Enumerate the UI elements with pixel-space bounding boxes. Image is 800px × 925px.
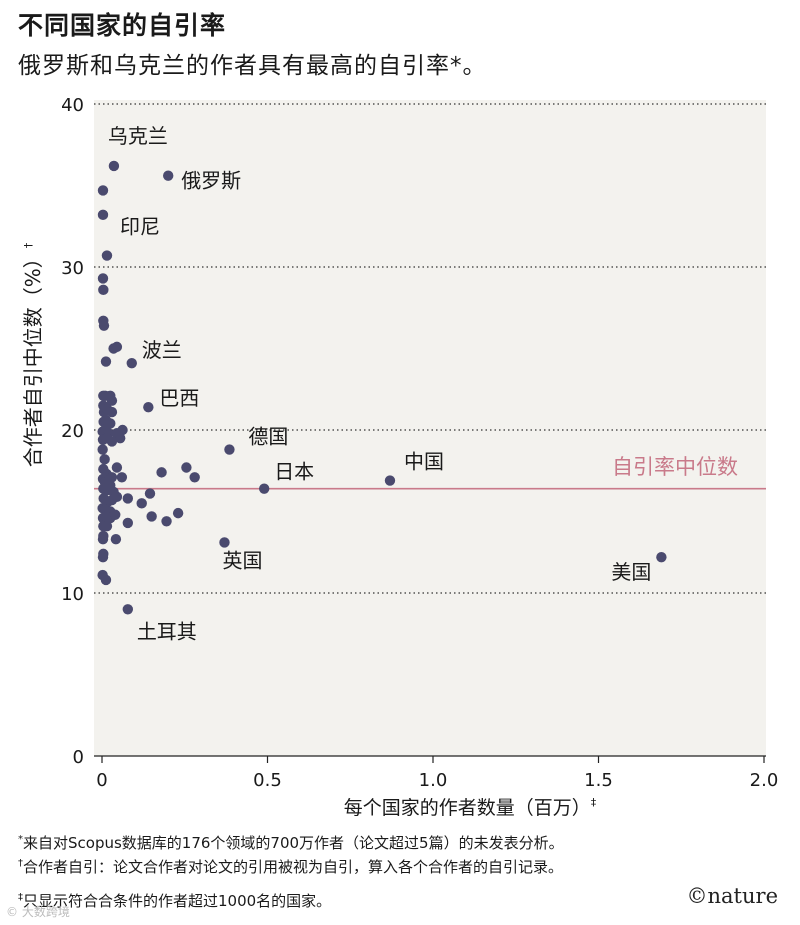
footnote-2-text: 合作者自引：论文合作者对论文的引用被视为自引，算入各个合作者的自引记录。 (23, 858, 564, 876)
footnote-1-text: 来自对Scopus数据库的176个领域的700万作者（论文超过5篇）的未发表分析… (23, 834, 564, 852)
y-tick-label: 40 (61, 95, 84, 116)
data-point (111, 491, 123, 503)
data-point-labeled (143, 401, 154, 413)
country-labels: 乌克兰俄罗斯印尼波兰巴西德国日本 中国英国美国土耳其 (108, 124, 651, 643)
data-point-labeled (108, 160, 120, 172)
footnote-3-mark: ‡ (18, 892, 23, 903)
data-point (106, 395, 118, 406)
data-point-labeled (224, 444, 235, 455)
data-point (100, 574, 112, 586)
x-tick-label: 0 (96, 770, 107, 791)
footnote-2: †合作者自引：论文合作者对论文的引用被视为自引，算入各个合作者的自引记录。 (18, 856, 563, 877)
data-point (98, 320, 110, 331)
data-point-labeled (163, 170, 174, 181)
nature-logo: ©nature (686, 884, 778, 908)
x-axis-label: 每个国家的作者数量（百万）‡ (344, 796, 597, 819)
data-point (115, 432, 126, 444)
y-tick-label: 10 (61, 584, 84, 605)
footnote-3: ‡只显示符合合条件的作者超过1000名的国家。 (18, 890, 331, 911)
data-point (116, 472, 128, 483)
data-point (161, 516, 172, 527)
data-point (106, 436, 118, 447)
country-label: 英国 (222, 548, 262, 572)
data-point (189, 472, 200, 483)
footnote-3-text: 只显示符合合条件的作者超过1000名的国家。 (23, 892, 332, 910)
data-point (101, 520, 113, 532)
data-point (110, 534, 122, 545)
data-point (122, 493, 134, 504)
data-point (99, 454, 110, 465)
data-point-labeled (126, 357, 137, 369)
footnote-1-mark: * (18, 834, 23, 845)
data-point (97, 551, 109, 563)
data-point (117, 424, 128, 436)
country-label: 日本 (274, 460, 314, 484)
country-label: 波兰 (142, 338, 182, 362)
data-point (98, 284, 109, 296)
country-label: 德国 (248, 425, 288, 449)
data-point-labeled (258, 483, 270, 494)
data-point (97, 273, 109, 284)
country-label: 乌克兰 (108, 124, 168, 148)
chart-subtitle: 俄罗斯和乌克兰的作者具有最高的自引率*。 (18, 53, 487, 79)
data-point (100, 356, 112, 367)
data-point (97, 185, 109, 196)
data-point (136, 498, 147, 509)
data-point (122, 517, 134, 529)
x-tick-label: 2.0 (750, 770, 779, 791)
data-point (146, 511, 157, 522)
watermark: © 大数跨境 (6, 905, 70, 919)
median-label: 自引率中位数 (612, 455, 738, 479)
country-label: 印尼 (120, 215, 160, 239)
footnote-2-mark: † (18, 858, 23, 869)
data-point (111, 462, 123, 473)
country-label: 土耳其 (137, 619, 197, 643)
data-point (97, 444, 108, 455)
y-axis-label-mark: † (22, 242, 35, 248)
data-point-labeled (101, 250, 113, 261)
x-axis-label-mark: ‡ (591, 796, 597, 809)
data-point (97, 534, 109, 545)
y-axis-label-text: 合作者自引中位数（%） (21, 248, 45, 467)
y-tick-label: 20 (61, 421, 84, 442)
x-tick-label: 1.0 (419, 770, 448, 791)
axis-ticks: 0 10 20 30 40 0 0.5 1.0 1.5 2.0 (61, 95, 778, 791)
data-point-labeled (656, 551, 667, 563)
data-point-labeled (122, 604, 134, 615)
y-tick-label: 0 (73, 747, 84, 768)
country-label: 巴西 (159, 386, 199, 410)
country-label: 美国 (611, 560, 651, 584)
data-point (156, 467, 167, 478)
data-point (106, 406, 118, 418)
chart-title: 不同国家的自引率 (18, 11, 227, 40)
scatter-chart: 0 10 20 30 40 0 0.5 1.0 1.5 2.0 自引率中位数 乌克兰俄罗斯印尼波兰… (21, 95, 778, 819)
country-label: 中国 (404, 450, 444, 474)
data-point (97, 209, 109, 221)
y-axis-label: 合作者自引中位数（%）† (21, 242, 45, 467)
data-point (111, 341, 123, 353)
data-point-labeled (219, 537, 230, 548)
footnote-1: *来自对Scopus数据库的176个领域的700万作者（论文超过5篇）的未发表分… (18, 832, 564, 853)
data-point (144, 488, 156, 499)
data-point-labeled (384, 475, 396, 486)
x-axis-label-text: 每个国家的作者数量（百万） (344, 797, 591, 819)
plot-background (94, 100, 766, 756)
x-tick-label: 1.5 (584, 770, 613, 791)
data-point (181, 462, 192, 473)
x-tick-label: 0.5 (253, 770, 282, 791)
y-tick-label: 30 (61, 258, 84, 279)
data-point (172, 507, 184, 519)
data-points (97, 160, 667, 615)
country-label: 俄罗斯 (181, 169, 241, 193)
data-point (110, 509, 121, 520)
